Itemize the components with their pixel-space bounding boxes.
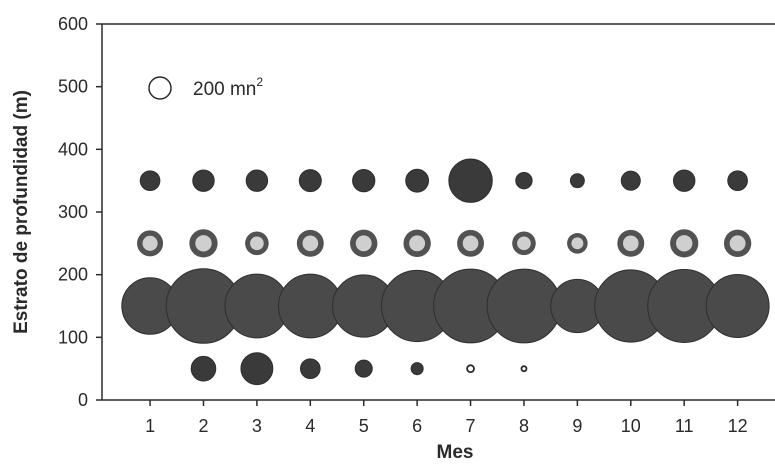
legend-size-circle <box>148 76 172 100</box>
bubble-point <box>515 172 533 190</box>
bubble-point-core <box>729 235 746 252</box>
size-legend: 200 mn2 <box>148 75 263 100</box>
bubble-point <box>245 169 269 192</box>
x-tick-label: 12 <box>728 416 748 436</box>
bubble-point-core <box>571 237 584 250</box>
x-tick-group: 1 2 3 4 5 6 7 8 9 10 11 12 <box>145 400 748 436</box>
bubble-point-core <box>355 235 372 252</box>
legend-label: 200 mn2 <box>193 75 263 100</box>
x-tick-label: 8 <box>519 416 529 436</box>
y-tick-label: 400 <box>58 139 88 159</box>
bubble-point-core <box>250 236 264 251</box>
bubble-point <box>486 268 562 344</box>
bubble-point <box>672 169 696 192</box>
bubble-point-core <box>517 236 531 251</box>
bubble-point <box>727 170 748 192</box>
bubble-point <box>448 158 493 203</box>
bubble-point-core <box>409 235 426 252</box>
y-tick-label: 500 <box>58 77 88 97</box>
x-tick-label: 11 <box>675 416 694 436</box>
x-tick-label: 6 <box>412 416 422 436</box>
x-tick-label: 9 <box>572 416 582 436</box>
x-tick-label: 2 <box>198 416 208 436</box>
bubble-point <box>705 274 770 338</box>
x-tick-label: 10 <box>621 416 641 436</box>
bubble-point <box>569 173 585 189</box>
legend-label-text: 200 mn <box>193 79 256 100</box>
y-tick-label: 200 <box>58 265 88 285</box>
bubble-point <box>192 169 215 192</box>
x-tick-label: 5 <box>359 416 369 436</box>
x-tick-label: 1 <box>145 416 155 436</box>
y-tick-label: 0 <box>78 390 88 410</box>
bubble-point <box>299 358 321 380</box>
legend-label-superscript: 2 <box>256 75 263 89</box>
bubble-point <box>352 169 376 193</box>
bubble-point-core <box>302 235 319 252</box>
bubble-point <box>620 170 641 191</box>
bubble-point <box>405 168 430 193</box>
y-tick-label: 600 <box>58 14 88 34</box>
bubble-point <box>354 359 373 378</box>
bubble-point <box>466 364 475 374</box>
bubble-point <box>190 355 217 382</box>
bubble-point-core <box>622 235 639 252</box>
bubble-point <box>298 169 322 193</box>
bubble-group <box>121 158 770 386</box>
x-tick-label: 3 <box>252 416 262 436</box>
x-axis-title: Mes <box>437 442 474 463</box>
y-tick-label: 100 <box>58 327 88 347</box>
y-tick-group: 0 100 200 300 400 500 600 <box>58 14 102 410</box>
bubble-point-core <box>676 235 693 252</box>
y-axis-title: Estrato de profundidad (m) <box>11 90 32 334</box>
bubble-point-core <box>142 235 158 251</box>
x-tick-label: 7 <box>466 416 476 436</box>
y-tick-label: 300 <box>58 202 88 222</box>
bubble-point <box>520 365 528 373</box>
bubble-point <box>139 170 161 192</box>
bubble-point <box>410 362 424 376</box>
bubble-point <box>240 352 274 386</box>
bubble-point-core <box>195 235 212 252</box>
bubble-point-core <box>462 235 479 252</box>
x-tick-label: 4 <box>305 416 315 436</box>
